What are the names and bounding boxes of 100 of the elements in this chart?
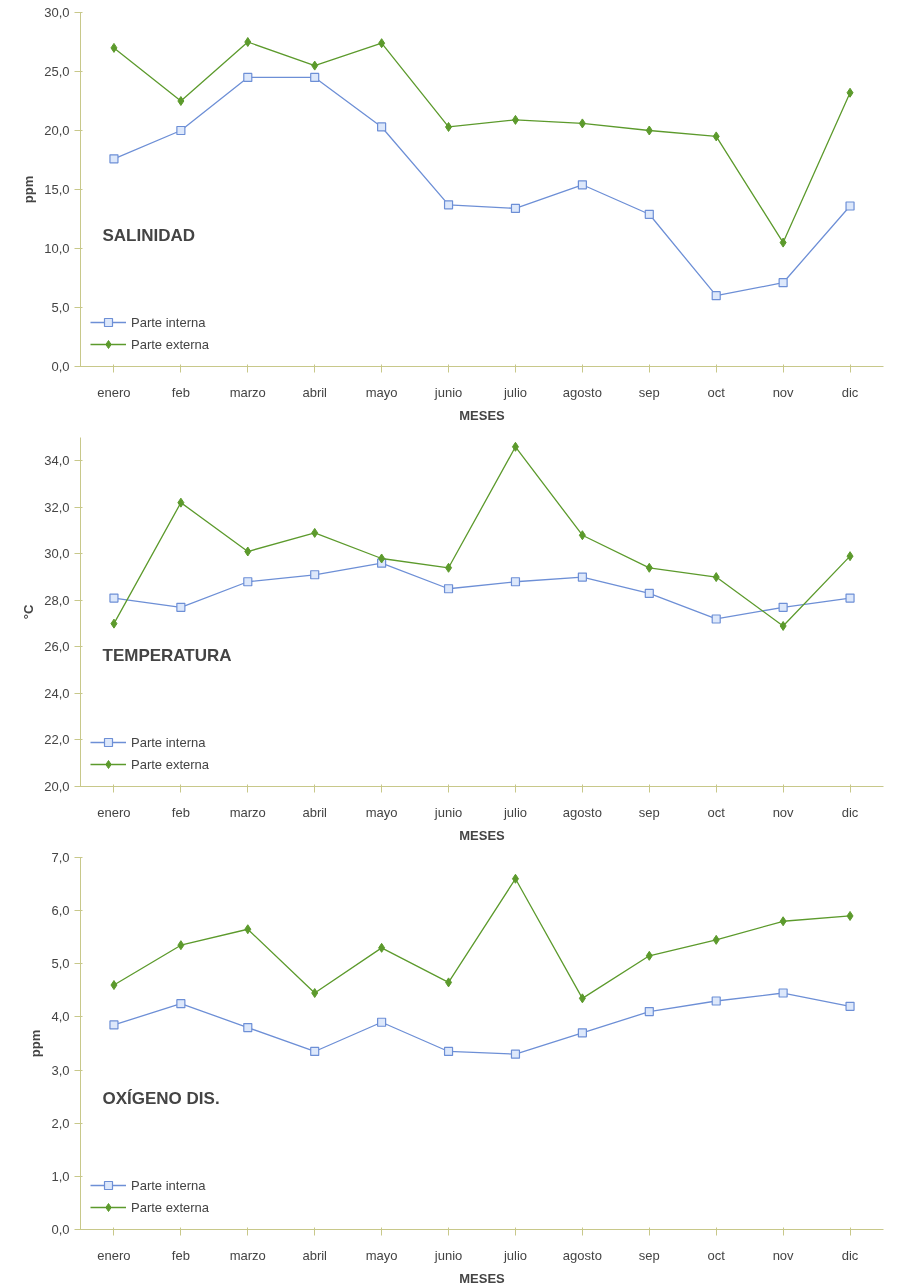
point xyxy=(511,873,519,884)
y-tick-label: 1,0 xyxy=(51,1168,70,1184)
point xyxy=(779,916,787,927)
point xyxy=(712,131,720,142)
x-axis-title: MESES xyxy=(459,827,506,843)
y-tick-label: 10,0 xyxy=(44,241,70,256)
y-tick-label: 20,0 xyxy=(44,779,70,794)
point xyxy=(176,999,186,1009)
point xyxy=(378,942,386,953)
x-tick-label: enero xyxy=(97,804,131,820)
point xyxy=(712,572,720,583)
point xyxy=(644,1007,654,1017)
x-tick-label: marzo xyxy=(229,1247,266,1263)
point xyxy=(845,593,855,603)
point xyxy=(243,1022,253,1033)
point xyxy=(778,278,788,288)
point xyxy=(445,977,453,988)
x-tick-label: feb xyxy=(171,1247,190,1263)
point xyxy=(311,988,319,999)
y-tick-label: 4,0 xyxy=(51,1009,70,1025)
legend-label: Parte interna xyxy=(131,314,206,330)
point xyxy=(110,42,118,53)
text: TEMPERATURA xyxy=(102,645,232,665)
x-tick-label: mayo xyxy=(365,384,398,400)
point xyxy=(177,940,185,951)
point xyxy=(711,996,721,1006)
point xyxy=(711,291,721,301)
point xyxy=(443,200,454,210)
point xyxy=(645,562,653,573)
y-tick-label: 20,0 xyxy=(44,123,70,138)
point xyxy=(377,1017,387,1027)
y-tick-label: 24,0 xyxy=(44,685,70,701)
point xyxy=(176,602,186,612)
point xyxy=(177,96,185,106)
point xyxy=(577,572,587,582)
point xyxy=(779,237,787,248)
point xyxy=(846,910,854,921)
legend-label: Parte interna xyxy=(131,734,206,750)
point xyxy=(510,1049,521,1059)
x-tick-label: oct xyxy=(707,1247,726,1263)
point xyxy=(244,924,252,935)
x-tick-label: agosto xyxy=(562,804,602,820)
x-tick-label: junio xyxy=(433,384,463,400)
x-tick-label: marzo xyxy=(229,804,266,820)
point xyxy=(177,497,185,508)
x-tick-label: feb xyxy=(171,384,190,400)
point xyxy=(510,203,521,213)
point xyxy=(310,1046,320,1057)
point xyxy=(443,584,454,594)
y-tick-label: 25,0 xyxy=(44,64,70,79)
y-tick-label: 32,0 xyxy=(44,499,70,515)
x-tick-label: enero xyxy=(97,384,131,400)
y-tick-label: 5,0 xyxy=(51,300,70,315)
x-tick-label: mayo xyxy=(365,804,398,820)
point xyxy=(510,577,521,587)
point xyxy=(377,122,387,132)
legend-label: Parte externa xyxy=(131,336,210,352)
point xyxy=(645,950,653,961)
y-tick-label: 3,0 xyxy=(51,1062,70,1078)
point xyxy=(578,993,586,1004)
y-axis-title: ppm xyxy=(21,175,37,204)
text: SALINIDAD xyxy=(102,225,196,245)
point xyxy=(378,38,386,49)
x-tick-label: nov xyxy=(772,804,795,820)
y-tick-label: 7,0 xyxy=(51,850,70,865)
y-tick-label: 30,0 xyxy=(44,546,70,562)
point xyxy=(445,562,453,573)
y-axis-title: °C xyxy=(21,604,37,620)
point xyxy=(712,934,720,945)
x-tick-label: marzo xyxy=(229,384,266,400)
point xyxy=(311,527,319,538)
x-tick-label: sep xyxy=(638,1247,660,1263)
y-tick-label: 0,0 xyxy=(51,359,70,374)
x-tick-label: sep xyxy=(638,804,660,820)
text: OXÍGENO DIS. xyxy=(102,1088,220,1108)
x-tick-label: julio xyxy=(502,1247,528,1263)
point xyxy=(109,154,119,164)
y-tick-label: 30,0 xyxy=(44,5,70,20)
point xyxy=(846,87,854,98)
point xyxy=(445,121,453,132)
y-tick-label: 15,0 xyxy=(44,182,70,197)
y-tick-label: 5,0 xyxy=(51,956,70,972)
x-tick-label: agosto xyxy=(562,384,602,400)
x-tick-label: enero xyxy=(97,1247,131,1263)
legend-label: Parte externa xyxy=(131,1199,210,1215)
point xyxy=(778,602,788,612)
point xyxy=(244,546,252,557)
x-tick-label: junio xyxy=(433,804,463,820)
point xyxy=(110,618,118,629)
x-tick-label: dic xyxy=(841,384,859,400)
y-tick-label: 26,0 xyxy=(44,639,70,655)
x-tick-label: julio xyxy=(502,384,528,400)
point xyxy=(176,125,186,136)
point xyxy=(846,551,854,562)
point xyxy=(244,37,252,47)
point xyxy=(711,614,721,624)
point xyxy=(443,1046,454,1057)
x-tick-label: dic xyxy=(841,1247,859,1263)
point xyxy=(845,201,855,211)
point xyxy=(577,180,587,190)
